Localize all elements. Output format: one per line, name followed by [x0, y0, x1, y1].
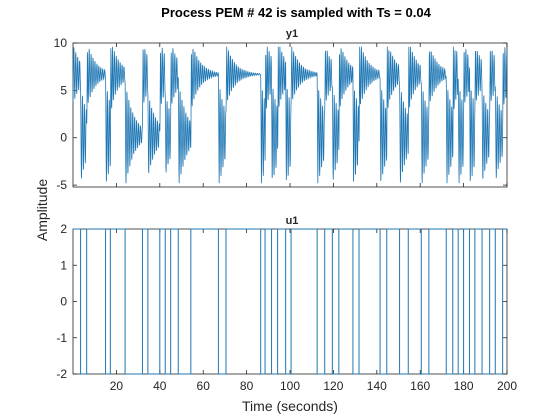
- u1-ytick-label: -2: [56, 367, 67, 381]
- series-line-y1: [72, 46, 508, 184]
- u1-xtick-label: 200: [497, 379, 517, 393]
- u1-xtick-label: 60: [197, 379, 211, 393]
- u1-ytick-label: 1: [60, 258, 67, 272]
- axes-u1: u1 -2 -1 0 1 2 20 40 60 80 100 120 140 160 180 200: [56, 215, 517, 393]
- u1-xtick-label: 180: [454, 379, 474, 393]
- axes-u1-ticks: -2 -1 0 1 2 20 40 60 80 100 120 140 160 180 200: [56, 222, 517, 393]
- x-axis-label: Time (seconds): [242, 398, 338, 414]
- axes-y1-title: y1: [286, 28, 298, 40]
- u1-xtick-label: 160: [410, 379, 430, 393]
- series-line-u1: [73, 228, 507, 375]
- u1-xtick-label: 100: [280, 379, 300, 393]
- y1-ytick-label: -5: [56, 178, 67, 192]
- axes-u1-title: u1: [286, 215, 299, 227]
- u1-xtick-label: 80: [240, 379, 254, 393]
- u1-xtick-label: 20: [110, 379, 124, 393]
- axes-y1: y1 -5 0 5 10: [54, 28, 508, 192]
- y1-ytick-label: 0: [60, 131, 67, 145]
- u1-ytick-label: 0: [60, 295, 67, 309]
- u1-xtick-label: 40: [153, 379, 167, 393]
- y-axis-label: Amplitude: [34, 179, 50, 241]
- y1-ytick-label: 5: [60, 83, 67, 97]
- y1-ytick-label: 10: [54, 36, 68, 50]
- u1-ytick-label: 2: [60, 222, 67, 236]
- figure-title: Process PEM # 42 is sampled with Ts = 0.…: [161, 5, 431, 20]
- axes-u1-frame: [72, 228, 508, 375]
- u1-xtick-label: 140: [367, 379, 387, 393]
- u1-ytick-label: -1: [56, 331, 67, 345]
- u1-xtick-label: 120: [323, 379, 343, 393]
